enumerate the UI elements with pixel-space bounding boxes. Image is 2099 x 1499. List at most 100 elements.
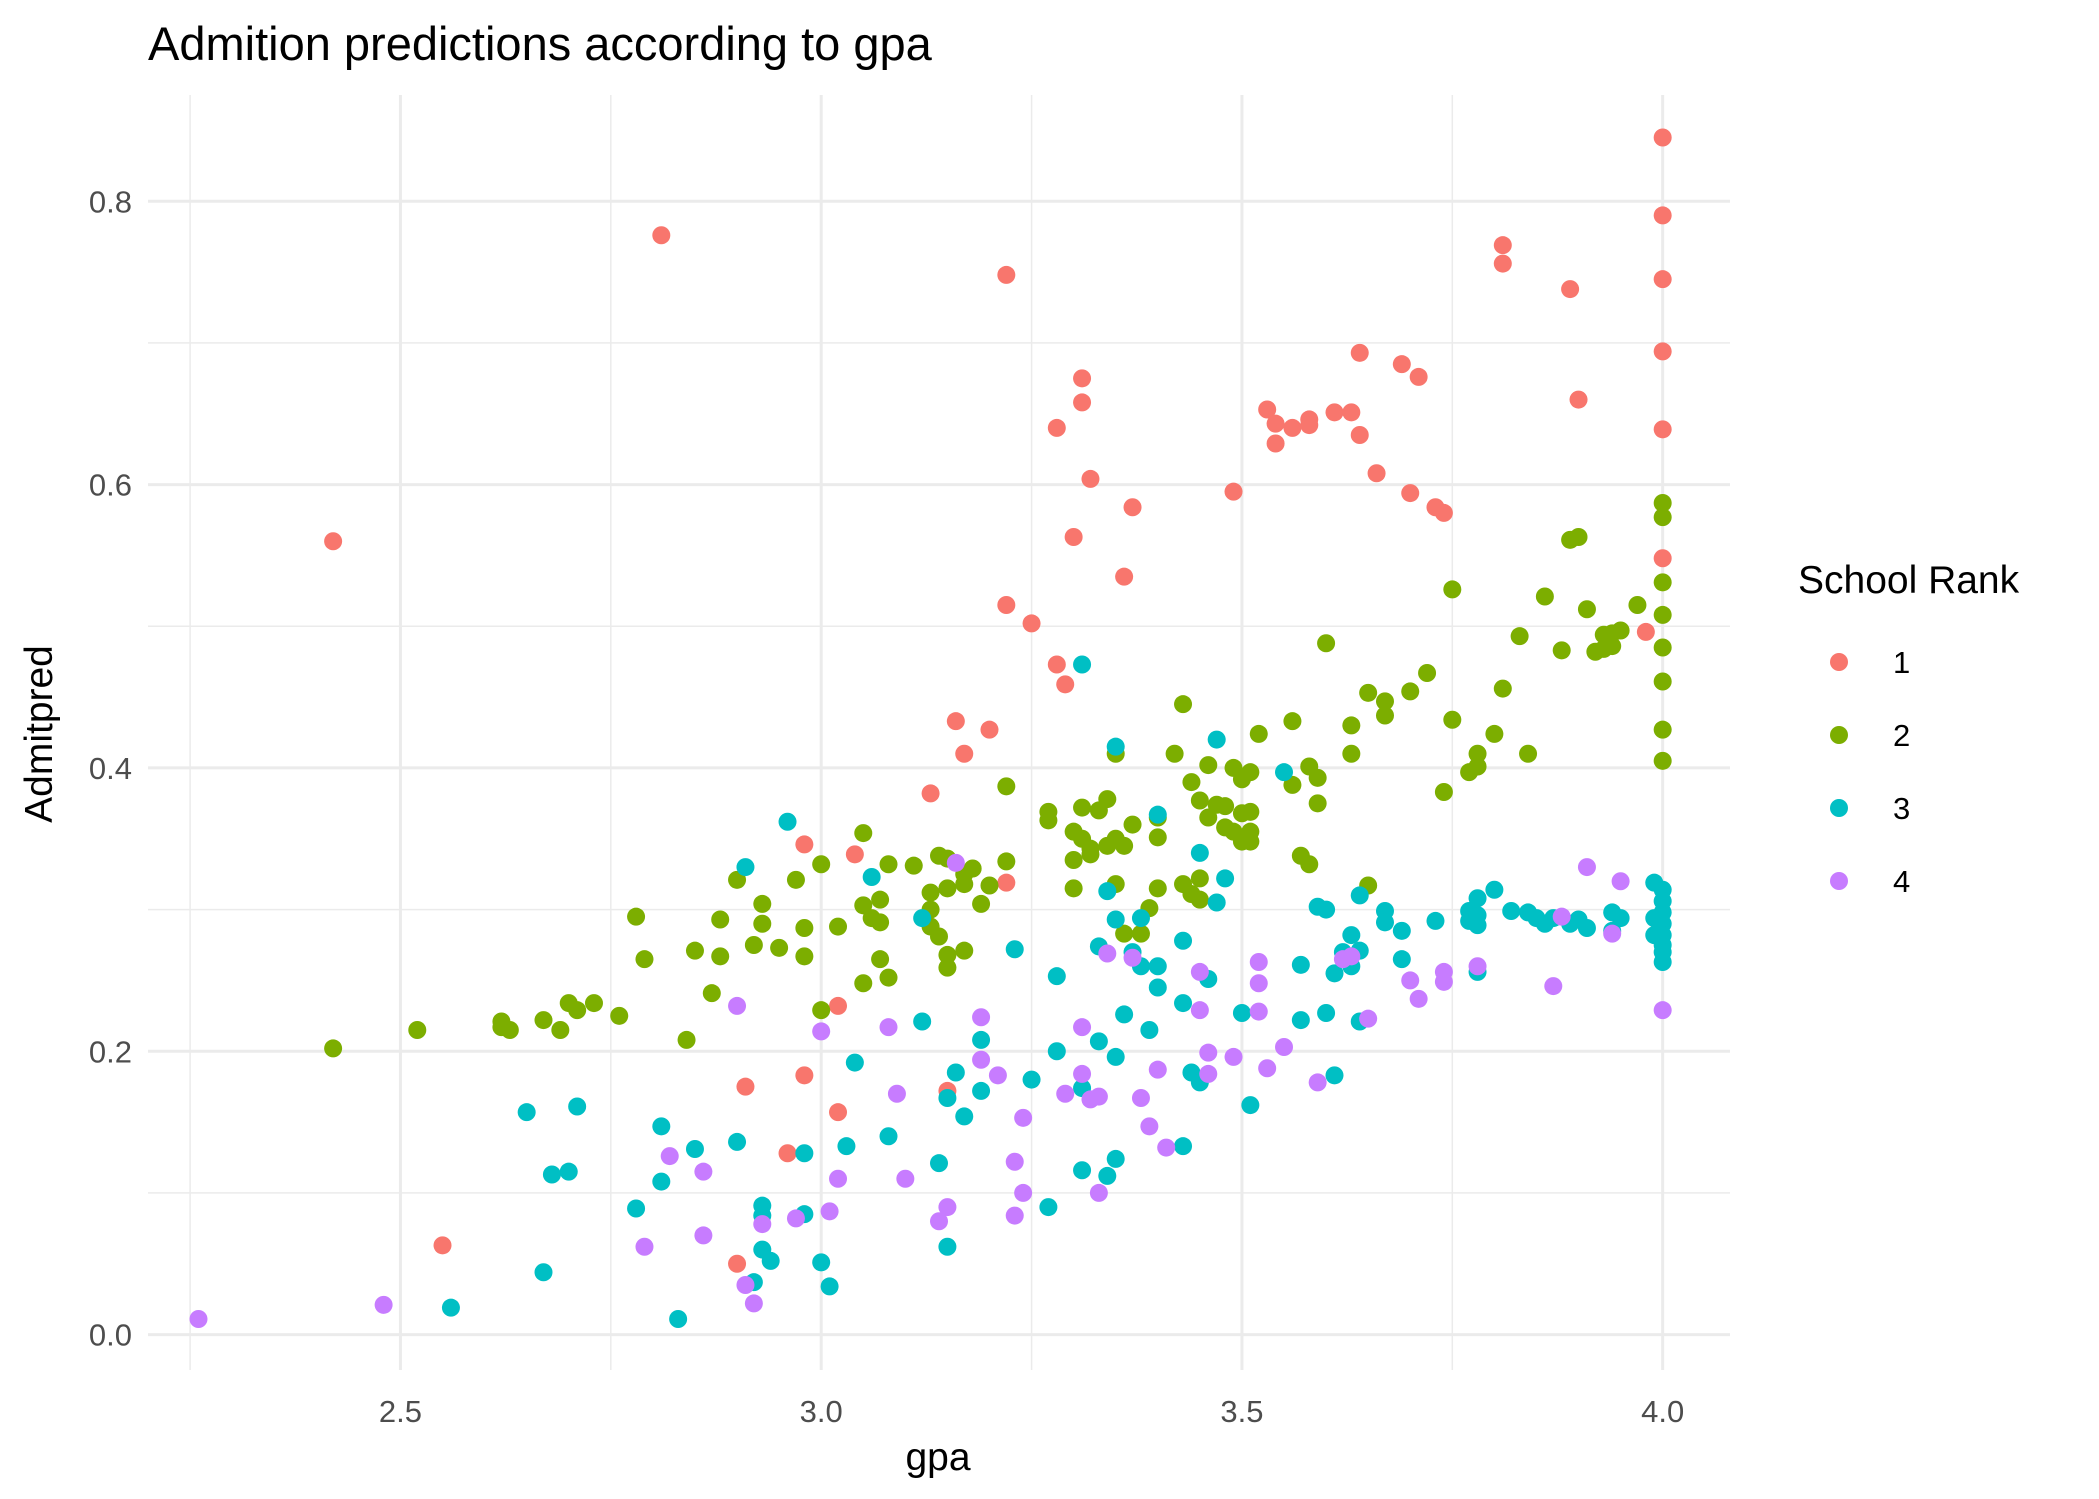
data-point xyxy=(1148,957,1167,976)
data-point xyxy=(1064,528,1083,546)
data-point xyxy=(1148,828,1167,847)
data-point xyxy=(862,868,881,886)
data-point xyxy=(879,1127,898,1146)
data-point xyxy=(795,947,814,966)
data-point xyxy=(1485,724,1504,743)
data-point xyxy=(669,1310,688,1328)
data-point xyxy=(1308,794,1327,813)
data-point xyxy=(1275,763,1294,782)
data-point xyxy=(1653,270,1672,289)
data-point xyxy=(972,894,991,913)
data-point xyxy=(1434,503,1453,522)
data-point xyxy=(1224,1047,1243,1066)
legend-item-1: 1 xyxy=(1830,645,1910,680)
data-point xyxy=(1106,910,1125,929)
data-point xyxy=(1485,880,1504,899)
data-point xyxy=(1392,355,1411,374)
data-point xyxy=(1047,418,1066,437)
data-point xyxy=(871,913,890,932)
data-point xyxy=(1283,712,1302,731)
data-point xyxy=(1106,1047,1125,1066)
data-point xyxy=(879,968,898,987)
data-point xyxy=(1350,886,1369,905)
data-point xyxy=(1342,403,1361,422)
data-point xyxy=(1535,587,1554,606)
data-point xyxy=(1140,1021,1159,1039)
data-point xyxy=(1081,845,1100,864)
data-point xyxy=(1047,1042,1066,1061)
data-point xyxy=(963,859,982,878)
data-point xyxy=(1190,869,1209,888)
data-point xyxy=(930,1212,948,1231)
data-point xyxy=(972,1030,991,1049)
data-point xyxy=(1611,909,1630,928)
data-point xyxy=(1611,621,1630,640)
data-point xyxy=(1249,1002,1268,1021)
data-point xyxy=(1005,1206,1024,1225)
data-point xyxy=(980,876,999,895)
data-point xyxy=(1182,773,1201,792)
legend-key xyxy=(1830,653,1848,671)
data-point xyxy=(1039,811,1058,830)
data-point xyxy=(1098,944,1117,963)
data-point xyxy=(980,720,999,739)
data-point xyxy=(1073,655,1092,674)
data-point xyxy=(1115,1005,1134,1024)
data-point xyxy=(1317,1004,1336,1022)
data-point xyxy=(997,852,1016,871)
data-point xyxy=(921,883,940,902)
data-point xyxy=(1115,924,1134,943)
legend-items: 1 2 3 4 xyxy=(1830,645,1910,899)
data-point xyxy=(1089,1183,1108,1202)
data-point xyxy=(1493,679,1512,698)
data-point xyxy=(1073,369,1092,388)
data-point xyxy=(627,1199,646,1218)
data-point xyxy=(997,596,1016,614)
data-point xyxy=(1401,682,1420,701)
data-point xyxy=(1249,953,1268,971)
x-axis-tick-labels: 2.5 3.0 3.5 4.0 xyxy=(379,1394,1684,1429)
data-point xyxy=(568,1001,587,1020)
data-point xyxy=(997,873,1016,892)
legend-label: 1 xyxy=(1893,645,1910,680)
data-point xyxy=(1073,1018,1092,1037)
data-point xyxy=(728,1132,747,1151)
data-point xyxy=(694,1162,713,1181)
data-point xyxy=(1115,567,1134,586)
data-point xyxy=(1603,637,1622,656)
x-axis-label: gpa xyxy=(905,1436,970,1479)
data-point xyxy=(871,950,890,969)
data-point xyxy=(324,1039,343,1058)
data-point xyxy=(1443,710,1462,729)
data-point xyxy=(652,1172,671,1191)
data-point xyxy=(1611,872,1630,891)
data-point xyxy=(1636,622,1655,641)
data-point xyxy=(1216,869,1235,888)
data-point xyxy=(972,1081,991,1100)
data-point xyxy=(938,1198,957,1217)
data-point xyxy=(685,941,704,960)
data-point xyxy=(568,1097,587,1116)
data-point xyxy=(795,1066,814,1085)
data-point xyxy=(1468,957,1487,976)
data-point xyxy=(1342,744,1361,763)
data-point xyxy=(660,1147,679,1166)
data-point xyxy=(938,1237,957,1256)
data-point xyxy=(1098,882,1117,901)
data-point xyxy=(1468,916,1487,935)
data-point xyxy=(1308,1073,1327,1092)
data-point xyxy=(1283,775,1302,794)
data-point xyxy=(1174,931,1193,950)
data-point xyxy=(955,744,974,763)
data-point xyxy=(728,1254,747,1273)
data-point xyxy=(938,1089,957,1107)
data-point xyxy=(1106,1149,1125,1168)
data-point xyxy=(1014,1183,1033,1202)
data-point xyxy=(988,1066,1007,1085)
data-point xyxy=(1653,206,1672,225)
data-point xyxy=(854,974,873,993)
data-point xyxy=(1190,843,1209,862)
data-point xyxy=(374,1295,393,1314)
data-point xyxy=(946,853,965,872)
data-point xyxy=(1401,971,1420,990)
